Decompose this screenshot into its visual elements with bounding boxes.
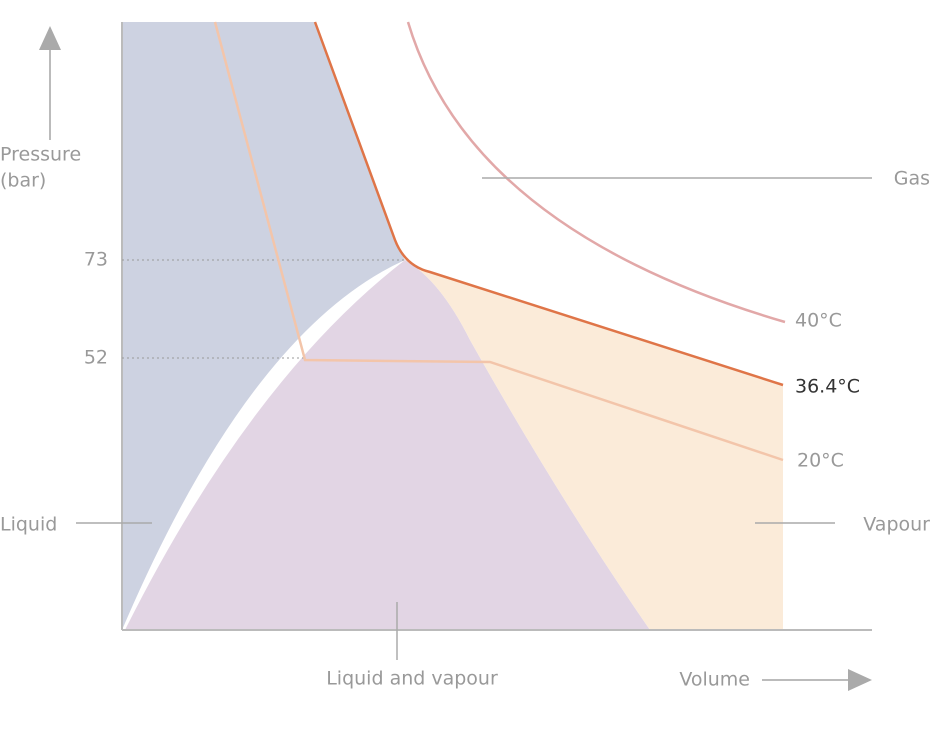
isotherm-20 xyxy=(213,21,784,462)
mixed-region xyxy=(125,260,650,630)
isotherm-label: 40°C xyxy=(795,310,842,332)
y-label: (bar) xyxy=(0,170,46,192)
isotherm-label: 36.4°C xyxy=(795,376,860,398)
y-mark: 52 xyxy=(84,347,108,369)
isotherm-label: 20°C xyxy=(797,450,844,472)
region-label: Liquid xyxy=(0,514,57,536)
isotherm-40 xyxy=(406,21,786,324)
y-arrowhead xyxy=(39,26,61,50)
region-label: Liquid and vapour xyxy=(326,668,498,690)
vapour-region xyxy=(405,260,783,630)
liquid-region xyxy=(122,22,405,630)
y-mark: 73 xyxy=(84,249,108,271)
y-label: Pressure xyxy=(0,144,81,166)
isotherm-36 xyxy=(313,21,784,387)
x-label: Volume xyxy=(679,669,750,691)
region-label: Vapour xyxy=(863,514,930,536)
x-arrowhead xyxy=(848,669,872,691)
region-label: Gas xyxy=(894,168,930,190)
